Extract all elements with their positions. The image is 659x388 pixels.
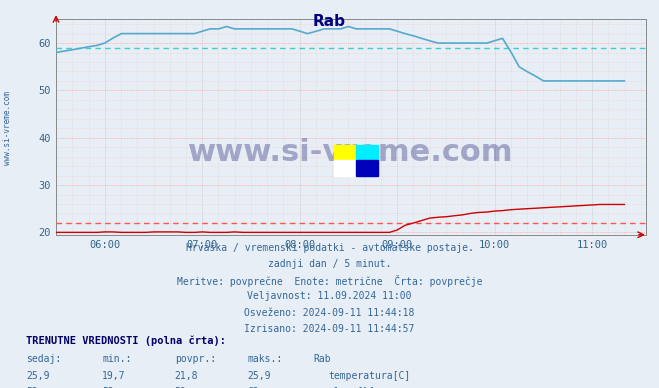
Text: Meritve: povprečne  Enote: metrične  Črta: povprečje: Meritve: povprečne Enote: metrične Črta:… — [177, 275, 482, 287]
Text: 19,7: 19,7 — [102, 371, 126, 381]
Text: 62: 62 — [247, 387, 259, 388]
Bar — [334, 145, 356, 160]
Text: 52: 52 — [102, 387, 114, 388]
Text: Hrvaška / vremenski podatki - avtomatske postaje.: Hrvaška / vremenski podatki - avtomatske… — [186, 242, 473, 253]
Text: Izrisano: 2024-09-11 11:44:57: Izrisano: 2024-09-11 11:44:57 — [244, 324, 415, 334]
Text: 25,9: 25,9 — [26, 371, 50, 381]
Text: 25,9: 25,9 — [247, 371, 271, 381]
Text: zadnji dan / 5 minut.: zadnji dan / 5 minut. — [268, 259, 391, 269]
Text: TRENUTNE VREDNOSTI (polna črta):: TRENUTNE VREDNOSTI (polna črta): — [26, 336, 226, 346]
Text: min.:: min.: — [102, 354, 132, 364]
Text: vlaga[%]: vlaga[%] — [328, 387, 375, 388]
Text: 59: 59 — [175, 387, 186, 388]
Text: Veljavnost: 11.09.2024 11:00: Veljavnost: 11.09.2024 11:00 — [247, 291, 412, 301]
Text: povpr.:: povpr.: — [175, 354, 215, 364]
Text: maks.:: maks.: — [247, 354, 282, 364]
Text: 52: 52 — [26, 387, 38, 388]
Text: 21,8: 21,8 — [175, 371, 198, 381]
Text: sedaj:: sedaj: — [26, 354, 61, 364]
Text: www.si-vreme.com: www.si-vreme.com — [3, 91, 13, 165]
Text: Osveženo: 2024-09-11 11:44:18: Osveženo: 2024-09-11 11:44:18 — [244, 308, 415, 318]
Text: Rab: Rab — [313, 14, 346, 29]
Text: Rab: Rab — [313, 354, 331, 364]
Text: www.si-vreme.com: www.si-vreme.com — [188, 139, 513, 167]
Bar — [356, 145, 378, 160]
Bar — [334, 160, 356, 176]
Text: temperatura[C]: temperatura[C] — [328, 371, 411, 381]
Bar — [356, 160, 378, 176]
